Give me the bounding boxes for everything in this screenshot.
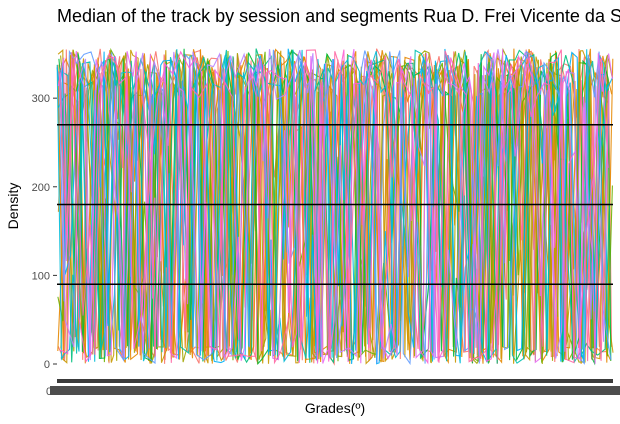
y-tick-label: 0: [44, 359, 50, 371]
x-tick-label: 0: [46, 386, 52, 398]
y-tick-label: 200: [32, 182, 50, 194]
reference-lines: [57, 124, 613, 285]
series-line: [58, 49, 610, 365]
chart-title: Median of the track by session and segme…: [57, 6, 620, 26]
x-tick-labels-overlap: [50, 386, 620, 395]
series-line: [57, 49, 614, 364]
x-axis: 0: [46, 379, 620, 398]
series-line: [60, 49, 610, 361]
y-axis: 0 100 200 300: [32, 93, 57, 371]
series-line: [60, 49, 609, 365]
y-axis-label: Density: [5, 183, 21, 230]
x-axis-label: Grades(º): [305, 400, 365, 416]
plot-area: [56, 47, 614, 366]
y-tick-label: 100: [32, 270, 50, 282]
y-tick-label: 300: [32, 93, 50, 105]
x-tick-marks: [57, 379, 613, 383]
